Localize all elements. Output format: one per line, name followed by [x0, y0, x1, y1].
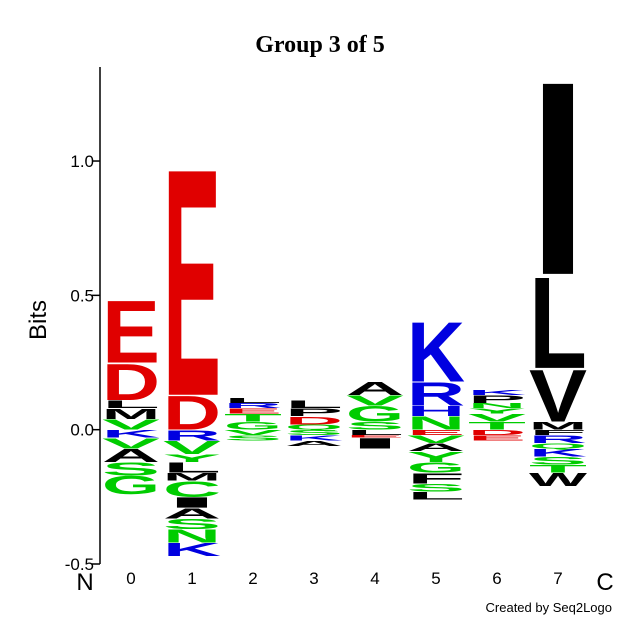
x-tick-label: 6 [492, 569, 501, 588]
logo-letter: L [163, 459, 221, 476]
logo-letter: S [102, 459, 160, 480]
logo-letter: V [529, 354, 587, 438]
x-tick-label: 5 [431, 569, 440, 588]
logo-letter: I [346, 435, 404, 452]
footer: Created by Seq2Logo [486, 600, 612, 615]
logo-letter: S [224, 434, 282, 442]
logo-letter: D [468, 428, 526, 436]
logo-letter: V [468, 412, 526, 424]
logo-letter: E [102, 282, 160, 382]
logo-letter: D [102, 353, 160, 411]
logo-letter: G [346, 402, 404, 427]
logo-letter: K [102, 428, 160, 440]
logo-letter: W [529, 469, 587, 490]
logo-letter: Y [163, 452, 221, 464]
logo-letter: Q [285, 423, 343, 431]
x-tick-label: 2 [248, 569, 257, 588]
y-tick-label: 0.5 [70, 286, 94, 305]
logo-letter: A [163, 505, 221, 522]
logo-letter: G [407, 459, 465, 476]
logo-letter: R [529, 433, 587, 445]
logo-letter: T [224, 412, 282, 424]
y-tick-label: -0.5 [65, 555, 94, 574]
x-tick-label: 7 [553, 569, 562, 588]
logo-letter: E [346, 434, 404, 438]
logo-letter: A [346, 378, 404, 399]
logo-letter: R [224, 402, 282, 410]
logo-letter: V [407, 433, 465, 445]
logo-letter: T [529, 463, 587, 475]
logo-letter: E [163, 101, 221, 463]
logo-letter: M [163, 471, 221, 483]
logo-letter: N [468, 402, 526, 410]
logo-letter: T [468, 420, 526, 432]
logo-letter: N [407, 413, 465, 434]
logo-letter: N [163, 526, 221, 547]
logo-letter: S [285, 428, 343, 436]
logo-letter: K [529, 447, 587, 459]
logo-letter: I [529, 25, 587, 333]
chart-title: Group 3 of 5 [255, 32, 385, 58]
logo-letter: L [285, 398, 343, 410]
logo-letter: S [346, 420, 404, 432]
logo-letter: E [468, 434, 526, 442]
x-tick-label: 1 [187, 569, 196, 588]
logo-letter: E [407, 428, 465, 436]
logo-letter: C [163, 477, 221, 502]
logo-letter: E [224, 407, 282, 415]
logo-letter: Q [529, 442, 587, 450]
logo-letter: G [102, 471, 160, 500]
logo-letter: D [163, 386, 221, 440]
logo-letter: K [285, 434, 343, 442]
end-label: C [596, 569, 613, 596]
logo-letter: A [102, 445, 160, 466]
logo-letter: V [102, 416, 160, 433]
x-tick-label: 0 [126, 569, 135, 588]
logo-letter: R [163, 427, 221, 444]
y-tick-label: 0.0 [70, 421, 94, 440]
logo-letter: P [285, 406, 343, 418]
logo-letter: V [346, 392, 404, 409]
logo-letter: M [529, 420, 587, 432]
logo-letter: K [468, 388, 526, 396]
logo-letter: S [407, 482, 465, 494]
logo-letter: L [407, 490, 465, 502]
logo-letter: S [163, 516, 221, 533]
logo-letter: L [346, 428, 404, 436]
y-axis-label: Bits [25, 300, 52, 340]
logo-letter: G [224, 420, 282, 432]
logo-letter: M [102, 406, 160, 423]
logo-letter: A [407, 441, 465, 453]
logo-letter: L [224, 396, 282, 404]
logo-letter: V [224, 428, 282, 436]
logo-letter: K [163, 539, 221, 560]
logo-letter: H [407, 403, 465, 420]
logo-letter: R [407, 375, 465, 413]
logo-letter: K [407, 304, 465, 400]
logo-letter: D [285, 414, 343, 426]
logo-letter: L [102, 398, 160, 410]
logo-letter: Y [407, 449, 465, 466]
start-label: N [76, 569, 93, 596]
y-tick-label: 1.0 [70, 152, 94, 171]
logo-letter: A [285, 439, 343, 447]
logo-letter: P [468, 393, 526, 405]
logo-letter: V [163, 437, 221, 458]
x-tick-label: 3 [309, 569, 318, 588]
logo-letter: Y [468, 407, 526, 415]
logo-letter: L [529, 250, 587, 396]
logo-letter: I [163, 494, 221, 511]
logo-letter: F [529, 428, 587, 436]
x-tick-label: 4 [370, 569, 379, 588]
logo-letter: S [529, 455, 587, 467]
logo-letter: F [407, 470, 465, 487]
logo-letter: V [102, 435, 160, 452]
